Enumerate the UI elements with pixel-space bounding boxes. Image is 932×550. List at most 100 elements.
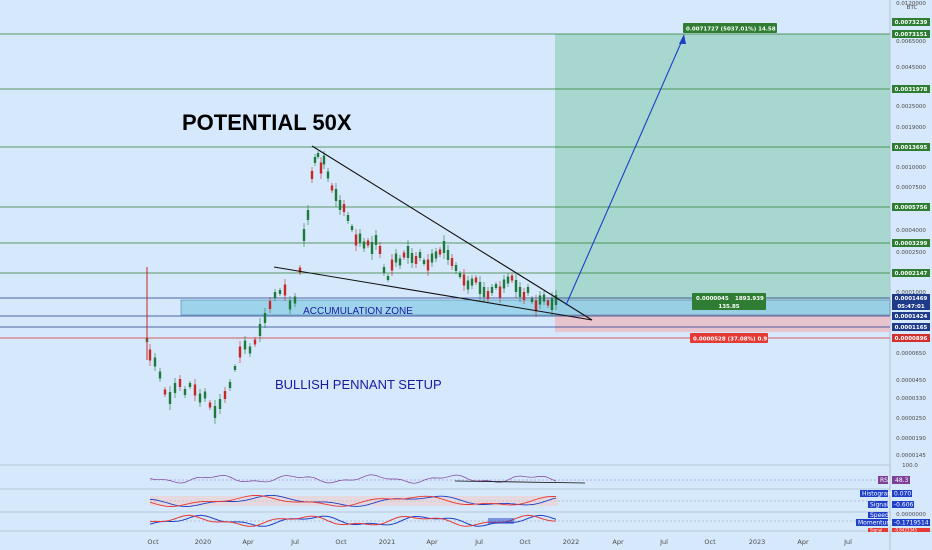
y-tick-label: 0.0010000 (896, 165, 926, 171)
x-tick-label: Jul (659, 538, 668, 546)
candle-body (213, 406, 217, 418)
level-tag-bg (892, 239, 930, 247)
candle-body (382, 267, 386, 273)
x-axis-ticks: Oct 2020 Apr Jul Oct 2021 Apr Jul Oct 2022 Apr Jul O… (147, 538, 852, 546)
candle-body (430, 253, 434, 263)
y-tick-label: 0.0004000 (896, 228, 926, 234)
level-lines (0, 33, 890, 339)
rsi-tag (878, 476, 888, 484)
x-tick-label: Apr (612, 538, 624, 546)
candle-body (173, 383, 177, 393)
macd-signal-line (149, 494, 557, 507)
candles (145, 151, 558, 424)
candle-body (434, 251, 438, 259)
level-tag-bg (892, 334, 930, 342)
candle-body (498, 286, 502, 298)
candle-body (178, 379, 182, 387)
pattern-label: BULLISH PENNANT SETUP (275, 377, 442, 392)
candle-body (338, 200, 342, 210)
level-tag-label: 0.0000896 (895, 336, 928, 342)
candle-body (193, 384, 197, 396)
candle-body (163, 389, 167, 395)
y-tick-label: 0.0000145 (896, 453, 926, 459)
y-tick-label: 0.0001000 (896, 290, 926, 296)
candle-body (293, 296, 297, 304)
candle-body (198, 393, 202, 403)
candle-body (522, 292, 526, 300)
y-tick-label: 0.0000650 (896, 351, 926, 357)
histogram-value: 0.070 (894, 491, 911, 498)
rsi-panel: 100.0 RSI 48.3 (149, 463, 918, 484)
candle-body (243, 340, 247, 350)
accumulation-label: ACCUMULATION ZONE (303, 306, 413, 317)
x-tick-label: 2022 (563, 538, 580, 546)
target-arrow-head (679, 34, 686, 44)
x-tick-label: Jul (474, 538, 483, 546)
candle-body (354, 234, 358, 246)
candle-body (478, 282, 482, 294)
candle-body (462, 274, 466, 286)
candle-body (223, 391, 227, 399)
rsi-trendline (454, 480, 586, 484)
candle-body (486, 291, 490, 299)
y-tick-label: 0.0120000 (896, 1, 926, 7)
level-tag-label: 0.0001165 (895, 325, 928, 331)
candle-body (406, 246, 410, 258)
candle-body (378, 246, 382, 254)
candle-body (330, 185, 334, 191)
candle-body (490, 287, 494, 293)
rsi-scale-top: 100.0 (902, 463, 918, 469)
level-tag-bg (892, 85, 930, 93)
currency-label: BTC (907, 5, 918, 11)
candle-body (258, 324, 262, 336)
level-tag-bg (892, 323, 930, 331)
pennant-upper-line (311, 145, 593, 321)
x-tick-label: Apr (426, 538, 438, 546)
candle-body (466, 280, 470, 290)
candle-body (474, 277, 478, 283)
candle-body (366, 240, 370, 246)
candle-body (414, 256, 418, 264)
level-tag-label: 0.0073151 (895, 32, 928, 38)
speed-label: Speed (870, 512, 889, 519)
candle-body (438, 249, 442, 255)
level-tags: 0.0073239 0.0073151 0.0031978 0.0013695 0.00… (892, 18, 930, 342)
candle-body (402, 252, 406, 258)
y-tick-label: 0.0000250 (896, 416, 926, 422)
candle-body (238, 346, 242, 358)
candle-body (374, 235, 378, 245)
candle-body (233, 366, 237, 370)
pennant-lower-line (273, 266, 593, 321)
level-tag-label: 05:47:01 (897, 304, 925, 310)
level-tag-bg (892, 312, 930, 320)
x-tick-label: Apr (242, 538, 254, 546)
signal-tag (868, 501, 888, 508)
signal-value: -0.606 (894, 502, 914, 509)
level-tag-label: 0.0003299 (895, 241, 928, 247)
candle-body (534, 300, 538, 312)
candle-body (358, 233, 362, 243)
candle-body (510, 275, 514, 281)
y-tick-label: 0.0000190 (896, 436, 926, 442)
candle-body (554, 295, 558, 305)
candle-body (346, 215, 350, 221)
level-tag-label: 0.0005756 (895, 205, 928, 211)
candle-body (398, 258, 402, 266)
candle-body (442, 241, 446, 253)
macd-band (150, 496, 558, 506)
entry-tag-sub: 135.85 (718, 304, 739, 310)
level-tag-label: 0.0013695 (895, 145, 928, 151)
candle-body (410, 253, 414, 263)
candle-body (316, 153, 320, 157)
target-tag-label: 0.0071727 (5037.01%) 14.58 (686, 27, 776, 33)
candle-body (526, 287, 530, 293)
y-tick-label: 0.0000330 (896, 396, 926, 402)
candle-body (446, 250, 450, 260)
rsi-value-tag (892, 476, 910, 484)
rsi-value: 48.3 (895, 477, 909, 484)
candle-body (306, 210, 310, 220)
x-tick-label: 2021 (379, 538, 396, 546)
chart-title: POTENTIAL 50X (182, 110, 352, 135)
